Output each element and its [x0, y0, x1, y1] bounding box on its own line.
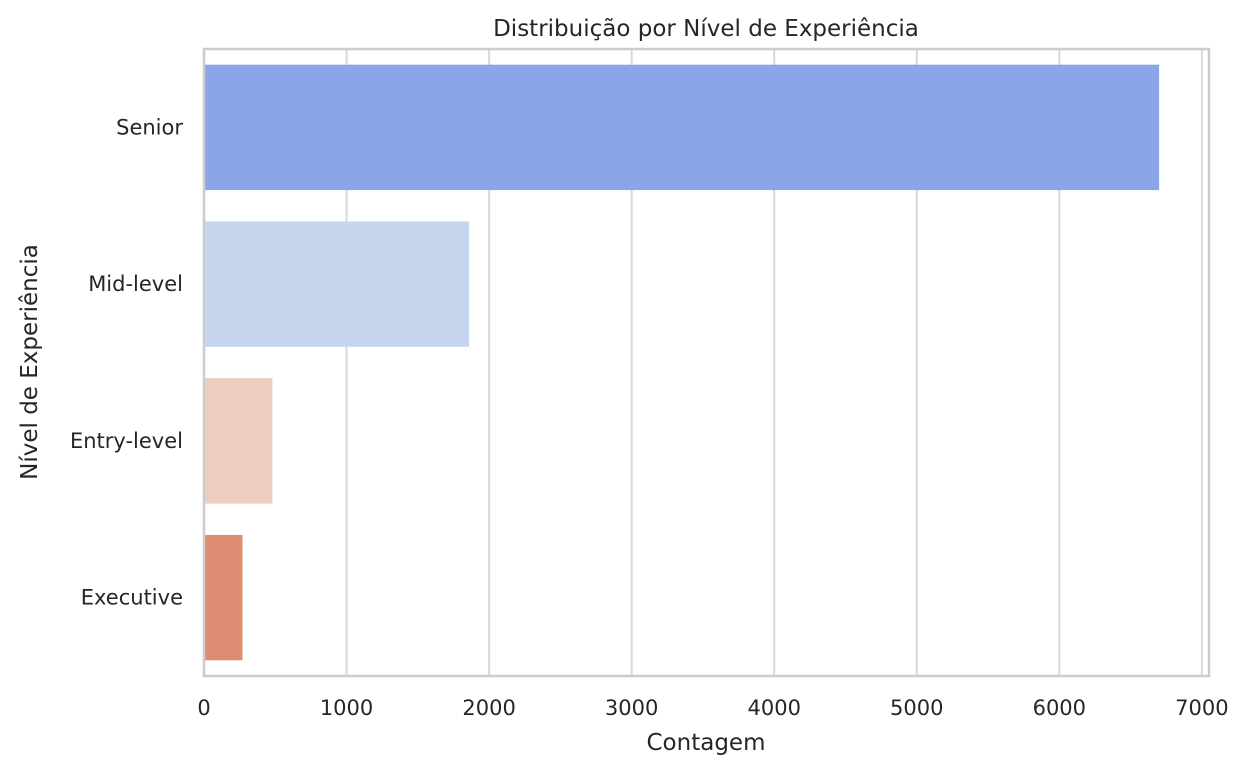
x-tick-label: 4000: [747, 696, 800, 720]
x-axis-label: Contagem: [647, 730, 766, 756]
x-tick-label: 3000: [605, 696, 658, 720]
y-tick-label: Entry-level: [70, 429, 183, 453]
x-tick-labels: 0 1000 2000 3000 4000 5000 6000 7000: [197, 696, 1228, 720]
bar-senior: [204, 64, 1160, 191]
bars: [204, 64, 1160, 661]
x-tick-label: 5000: [890, 696, 943, 720]
y-tick-label: Executive: [81, 586, 183, 610]
y-tick-label: Mid-level: [88, 272, 183, 296]
bar-entry-level: [204, 378, 273, 504]
x-tick-label: 7000: [1175, 696, 1228, 720]
x-tick-label: 6000: [1033, 696, 1086, 720]
plot-frame: [202, 47, 1211, 678]
x-tick-label: 1000: [320, 696, 373, 720]
bar-mid-level: [204, 221, 470, 347]
x-tick-label: 0: [197, 696, 210, 720]
bar-executive: [204, 534, 243, 661]
y-axis-label: Nível de Experiência: [17, 244, 43, 480]
y-tick-labels: Senior Mid-level Entry-level Executive: [70, 115, 183, 609]
y-tick-label: Senior: [116, 115, 183, 139]
chart-title: Distribuição por Nível de Experiência: [493, 16, 919, 42]
x-tick-label: 2000: [462, 696, 515, 720]
